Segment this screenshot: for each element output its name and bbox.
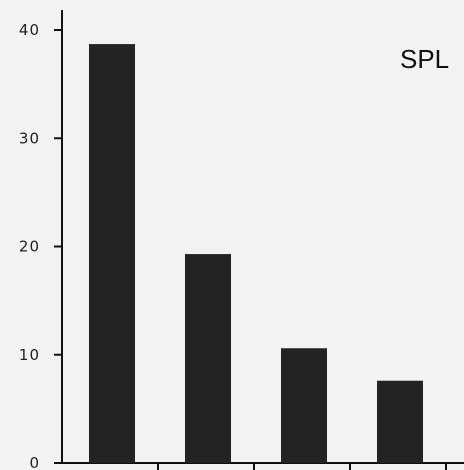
- bars: [89, 44, 423, 463]
- y-tick-label: 10: [19, 346, 40, 364]
- bar: [377, 380, 423, 463]
- bar: [89, 44, 135, 463]
- y-tick-label: 20: [19, 238, 40, 256]
- y-tick-label: 0: [29, 454, 40, 470]
- bar: [281, 348, 327, 463]
- y-tick-label: 40: [19, 21, 40, 39]
- y-tick-label: 30: [19, 129, 40, 147]
- bar: [185, 254, 231, 463]
- chart-title: SPL: [400, 44, 449, 74]
